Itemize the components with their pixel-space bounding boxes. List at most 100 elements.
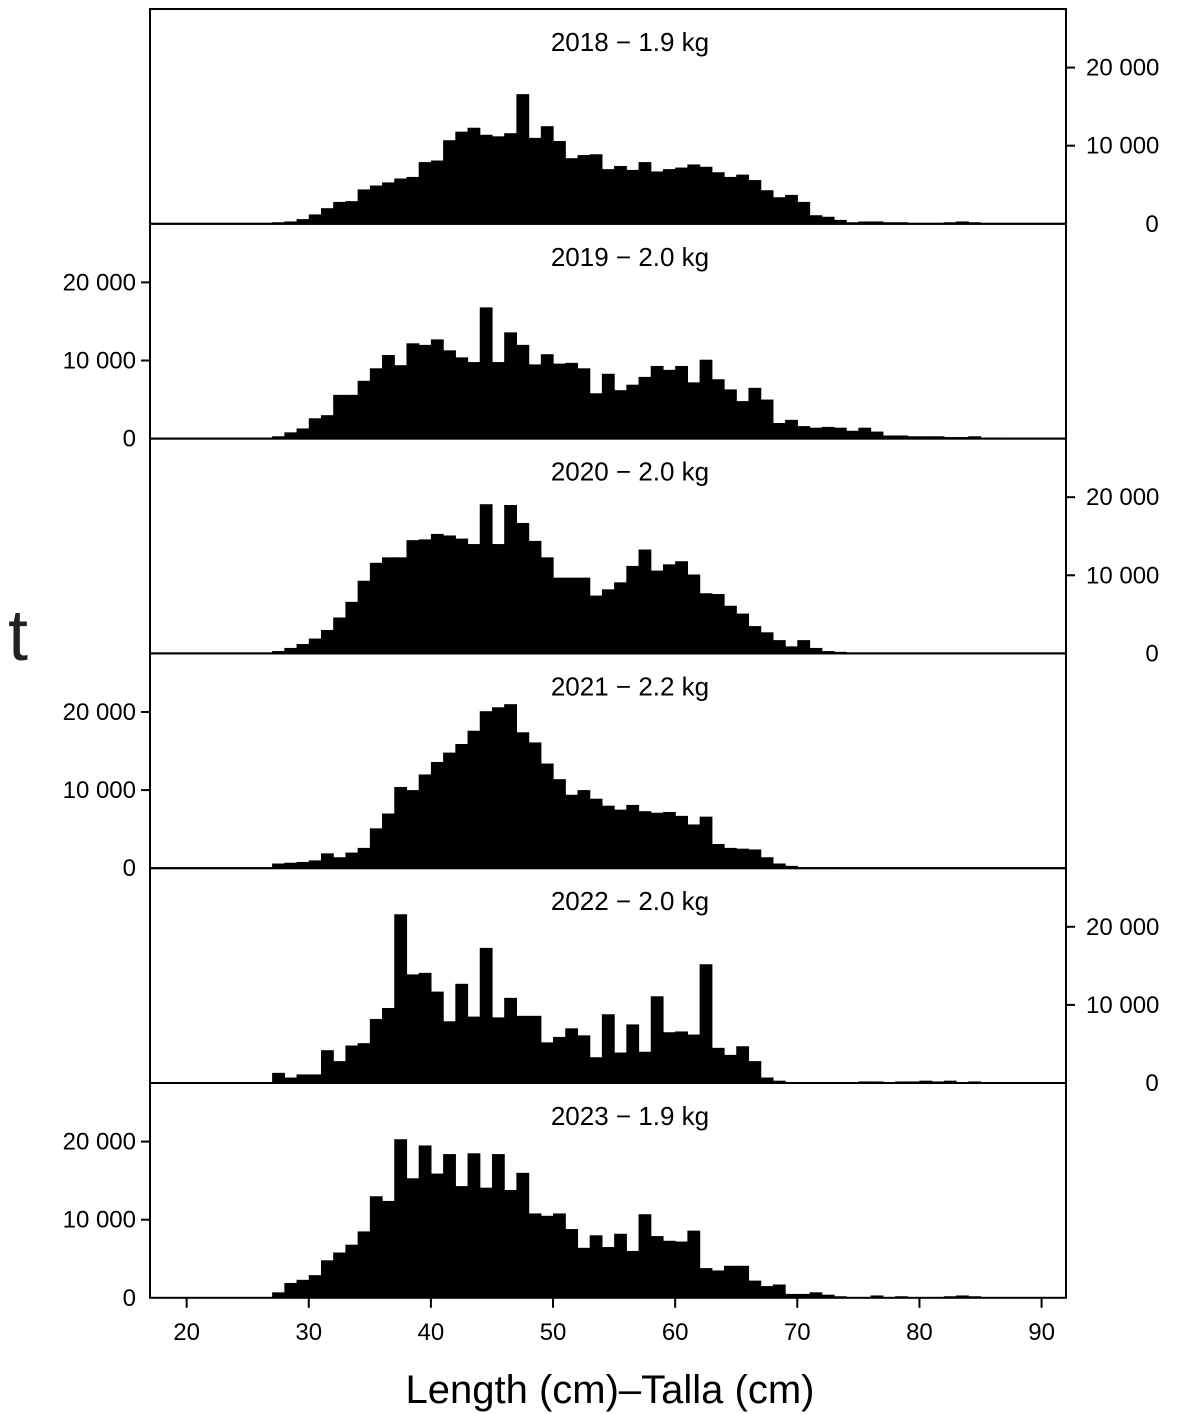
- histogram-bar: [565, 1229, 579, 1298]
- histogram-bar: [724, 847, 737, 869]
- histogram-bar: [528, 1213, 542, 1298]
- histogram-bar: [369, 185, 383, 224]
- histogram-bar: [785, 194, 798, 224]
- histogram-bar: [479, 504, 493, 654]
- histogram-bar: [369, 828, 383, 869]
- histogram-bar: [614, 166, 627, 224]
- histogram-bar: [296, 644, 310, 654]
- histogram-bar: [553, 141, 566, 224]
- histogram-bar: [907, 436, 921, 439]
- x-tick-label: 60: [662, 1319, 689, 1346]
- histogram-bar: [345, 601, 359, 654]
- histogram-bar: [394, 1139, 408, 1298]
- histogram-bar: [772, 863, 786, 869]
- histogram-bar: [687, 1230, 701, 1298]
- histogram-bar: [797, 201, 811, 224]
- histogram-bar: [711, 1270, 725, 1298]
- histogram-bar: [296, 1074, 310, 1083]
- histogram-bar: [833, 219, 847, 224]
- histogram-bar: [846, 430, 859, 439]
- histogram-bar: [369, 1196, 383, 1298]
- histogram-bar: [650, 996, 664, 1083]
- histogram-bar: [455, 1186, 469, 1298]
- histogram-bar: [308, 214, 322, 224]
- histogram-bar: [736, 1046, 750, 1083]
- panel-2022: 0 10 000 20 000 2022 − 2.0 kg: [149, 867, 1159, 1097]
- histogram-bar: [675, 365, 688, 439]
- x-axis: 20 30 40 50 60 70 80 90: [173, 1297, 1055, 1346]
- y-tick-label: 20 000: [63, 699, 136, 726]
- y-tick-label: 10 000: [63, 1207, 136, 1234]
- histogram-bar: [528, 742, 542, 869]
- histogram-bar: [504, 704, 517, 869]
- histogram-bar: [748, 626, 762, 654]
- histogram-bar: [455, 357, 469, 439]
- histogram-bar: [504, 133, 517, 224]
- histogram-bar: [748, 1061, 762, 1083]
- histogram-bar: [956, 1295, 969, 1298]
- histogram-bar: [601, 373, 615, 439]
- histogram-bar: [369, 1018, 383, 1083]
- histogram-bar: [626, 1024, 640, 1083]
- histogram-bar: [809, 427, 823, 439]
- histogram-bar: [650, 171, 664, 224]
- histogram-bar: [491, 544, 505, 654]
- histogram-bar: [430, 339, 444, 439]
- histogram-bar: [760, 1077, 774, 1083]
- histogram-bar: [919, 1080, 933, 1083]
- histogram-bar: [308, 418, 322, 439]
- panel-title: 2021 − 2.2 kg: [551, 671, 709, 701]
- histogram-bar: [809, 1292, 823, 1298]
- histogram-bar: [369, 368, 383, 439]
- histogram-bar: [528, 1015, 542, 1083]
- histogram-bar: [467, 730, 481, 869]
- histogram-bar: [699, 1268, 713, 1298]
- histogram-bar: [406, 1178, 420, 1298]
- histogram-bar: [614, 1233, 627, 1298]
- histogram-bar: [565, 158, 579, 224]
- histogram-bar: [357, 1231, 371, 1298]
- histogram-bar: [345, 201, 359, 224]
- histogram-bar: [553, 577, 566, 654]
- histogram-bar: [333, 394, 347, 439]
- histogram-bar: [284, 862, 298, 869]
- histogram-bar: [565, 794, 579, 869]
- histogram-bar: [760, 190, 774, 224]
- histogram-bar: [455, 744, 469, 869]
- histogram-bar: [382, 355, 395, 439]
- histogram-bar: [406, 540, 420, 654]
- histogram-bar: [687, 164, 701, 224]
- histogram-bar: [540, 1042, 554, 1083]
- panel-2023: 0 10 000 20 000 2023 − 1.9 kg: [63, 1082, 1067, 1312]
- histogram-bar: [785, 419, 798, 439]
- histogram-bar: [833, 427, 847, 439]
- histogram-bar: [394, 365, 408, 439]
- histogram-bar: [406, 176, 420, 224]
- histogram-bar: [748, 180, 762, 224]
- histogram-bar: [296, 1279, 310, 1298]
- histogram-bar: [699, 593, 713, 654]
- histogram-bar: [357, 847, 371, 869]
- histogram-bar: [638, 1214, 652, 1298]
- histogram-bar: [504, 1190, 517, 1298]
- histogram-bar: [675, 561, 688, 654]
- y-tick-label: 10 000: [63, 777, 136, 804]
- y-tick-label: 10 000: [1086, 992, 1159, 1019]
- histogram-bar: [443, 1154, 456, 1298]
- histogram-bar: [467, 544, 481, 654]
- histogram-bar: [357, 380, 371, 439]
- histogram-bar: [711, 594, 725, 654]
- histogram-bar: [638, 162, 652, 224]
- x-tick-label: 50: [540, 1319, 567, 1346]
- histogram-bar: [785, 1293, 798, 1298]
- histogram-bar: [785, 646, 798, 654]
- y-tick-label: 20 000: [1086, 55, 1159, 82]
- histogram-bar: [748, 849, 762, 869]
- histogram-bar: [736, 174, 750, 224]
- histogram-bar: [687, 382, 701, 439]
- histogram-bar: [943, 1080, 957, 1083]
- histogram-bar: [748, 387, 762, 439]
- histogram-bar: [528, 364, 542, 439]
- histogram-bar: [516, 1172, 530, 1298]
- x-axis-label: Length (cm)–Talla (cm): [405, 1368, 814, 1412]
